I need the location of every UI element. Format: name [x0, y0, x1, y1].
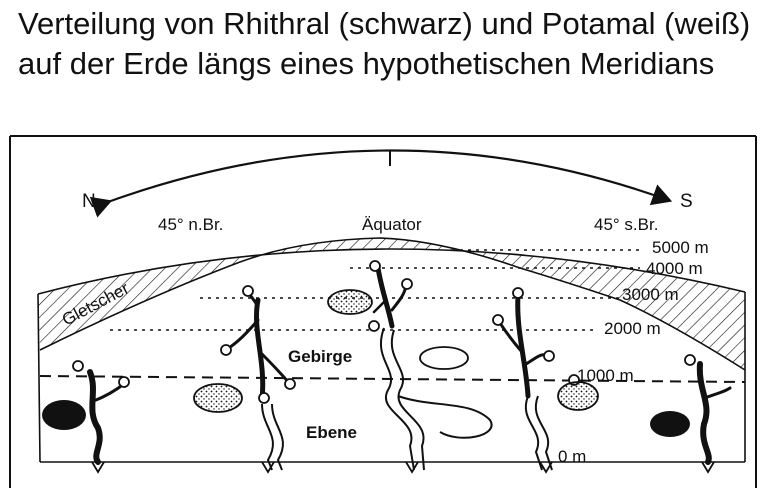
elevation-lines: [110, 249, 640, 331]
page-title: Verteilung von Rhithral (schwarz) und Po…: [18, 6, 751, 81]
spring-markers: [72, 260, 696, 404]
plain-label: Ebene: [306, 423, 357, 442]
latitude-south-label: 45° s.Br.: [594, 215, 658, 234]
earth-section: [37, 237, 746, 463]
meridian-diagram: N S 45° n.Br. Äquator 45° s.Br. Gletsche…: [9, 135, 757, 488]
lake-black-right: [650, 411, 690, 437]
equator-label: Äquator: [362, 215, 422, 234]
frame: [9, 135, 757, 488]
potamal-rivers: [261, 327, 553, 471]
elevation-label-0: 0 m: [558, 447, 586, 466]
elevation-labels: 5000 m 4000 m 3000 m 2000 m 1000 m 0 m: [558, 238, 709, 466]
south-label: S: [680, 191, 693, 212]
lake-white: [419, 346, 469, 370]
glacier-band: [38, 238, 745, 370]
elevation-label-1000: 1000 m: [577, 366, 634, 385]
meridian-arc: [89, 149, 673, 218]
lake-black-left: [42, 400, 86, 430]
mountains-label: Gebirge: [288, 347, 352, 366]
elevation-label-4000: 4000 m: [646, 259, 703, 278]
latitude-north-label: 45° n.Br.: [158, 215, 223, 234]
rhithral-rivers: [87, 265, 732, 465]
elevation-label-3000: 3000 m: [622, 285, 679, 304]
lake-dotted-right: [557, 381, 599, 411]
elevation-label-2000: 2000 m: [604, 319, 661, 338]
outflow-arrows: [91, 461, 715, 474]
elevation-line-1000: [39, 375, 746, 383]
lake-dotted-left: [193, 383, 243, 413]
lake-dotted-mountain: [327, 289, 373, 315]
north-label: N: [82, 191, 96, 212]
elevation-label-5000: 5000 m: [652, 238, 709, 257]
